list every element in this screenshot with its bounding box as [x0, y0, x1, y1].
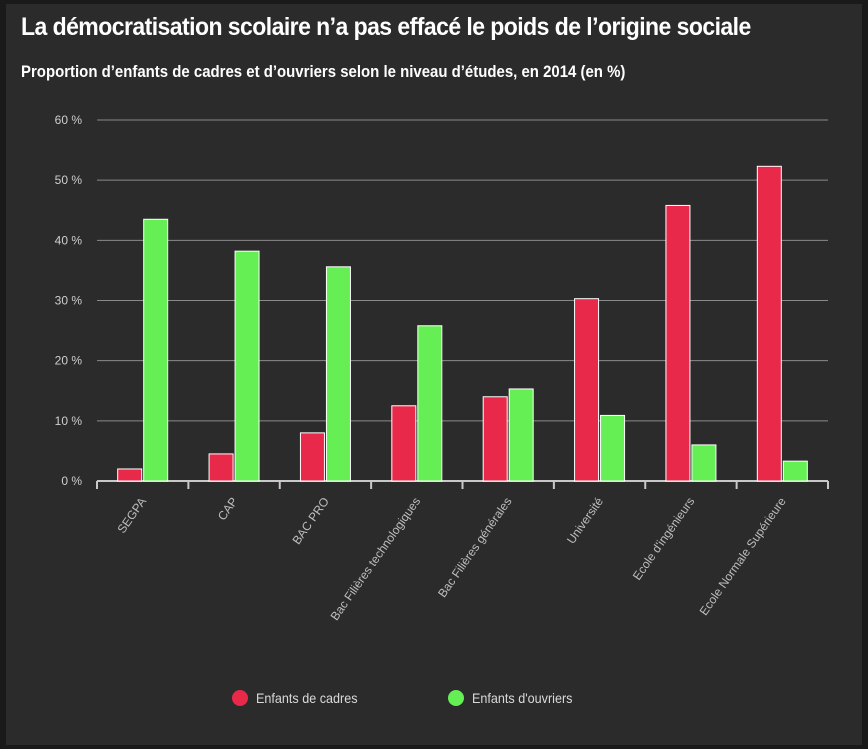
bar-cadres [756, 165, 782, 482]
bar-cadres [117, 468, 143, 482]
bar-ouvriers [143, 218, 169, 482]
x-tick-label: Ecole Normale Supérieure [697, 494, 789, 618]
y-tick-label: 0 % [61, 474, 82, 488]
y-tick-label: 20 % [55, 354, 83, 368]
chart-subtitle: Proportion d’enfants de cadres et d’ouvr… [21, 62, 626, 81]
legend-swatch-cadres [232, 690, 248, 706]
legend-item-cadres: Enfants de cadres [232, 690, 369, 706]
bar-cadres [574, 298, 600, 482]
bar-cadres [299, 432, 325, 482]
bar-ouvriers [508, 388, 534, 482]
y-tick-label: 50 % [55, 173, 83, 187]
bar-ouvriers [600, 414, 626, 482]
y-tick-label: 40 % [55, 233, 83, 247]
legend: Enfants de cadres Enfants d'ouvriers [0, 690, 868, 720]
bar-cadres [208, 453, 234, 482]
bar-ouvriers [782, 460, 808, 482]
legend-item-ouvriers: Enfants d'ouvriers [448, 690, 584, 706]
legend-label-cadres: Enfants de cadres [256, 690, 358, 706]
x-tick-label: Université [564, 494, 606, 546]
x-tick-label: SEGPA [114, 495, 149, 536]
bar-ouvriers [417, 325, 443, 482]
x-tick-label: CAP [215, 495, 241, 523]
y-tick-label: 60 % [55, 113, 83, 127]
bar-cadres [665, 204, 691, 482]
chart-title: La démocratisation scolaire n’a pas effa… [21, 13, 751, 41]
bar-chart: 0 % 10 % 20 % 30 % 40 % 50 % 60 % SEGPA CAP BAC P… [55, 113, 829, 623]
bar-ouvriers [691, 444, 717, 482]
bar-ouvriers [325, 266, 351, 482]
x-tick-label: Bac Filières technologiques [328, 495, 424, 623]
x-tick-label: BAC PRO [289, 495, 331, 547]
bar-cadres [391, 405, 417, 482]
y-tick-label: 30 % [55, 294, 83, 308]
bar-cadres [482, 396, 508, 482]
legend-swatch-ouvriers [448, 690, 464, 706]
legend-label-ouvriers: Enfants d'ouvriers [472, 690, 573, 706]
x-tick-label: Bac Filières générales [435, 495, 515, 600]
y-tick-label: 10 % [55, 414, 83, 428]
x-tick-label: Ecole d'ingénieurs [630, 495, 697, 583]
bar-ouvriers [234, 250, 260, 482]
